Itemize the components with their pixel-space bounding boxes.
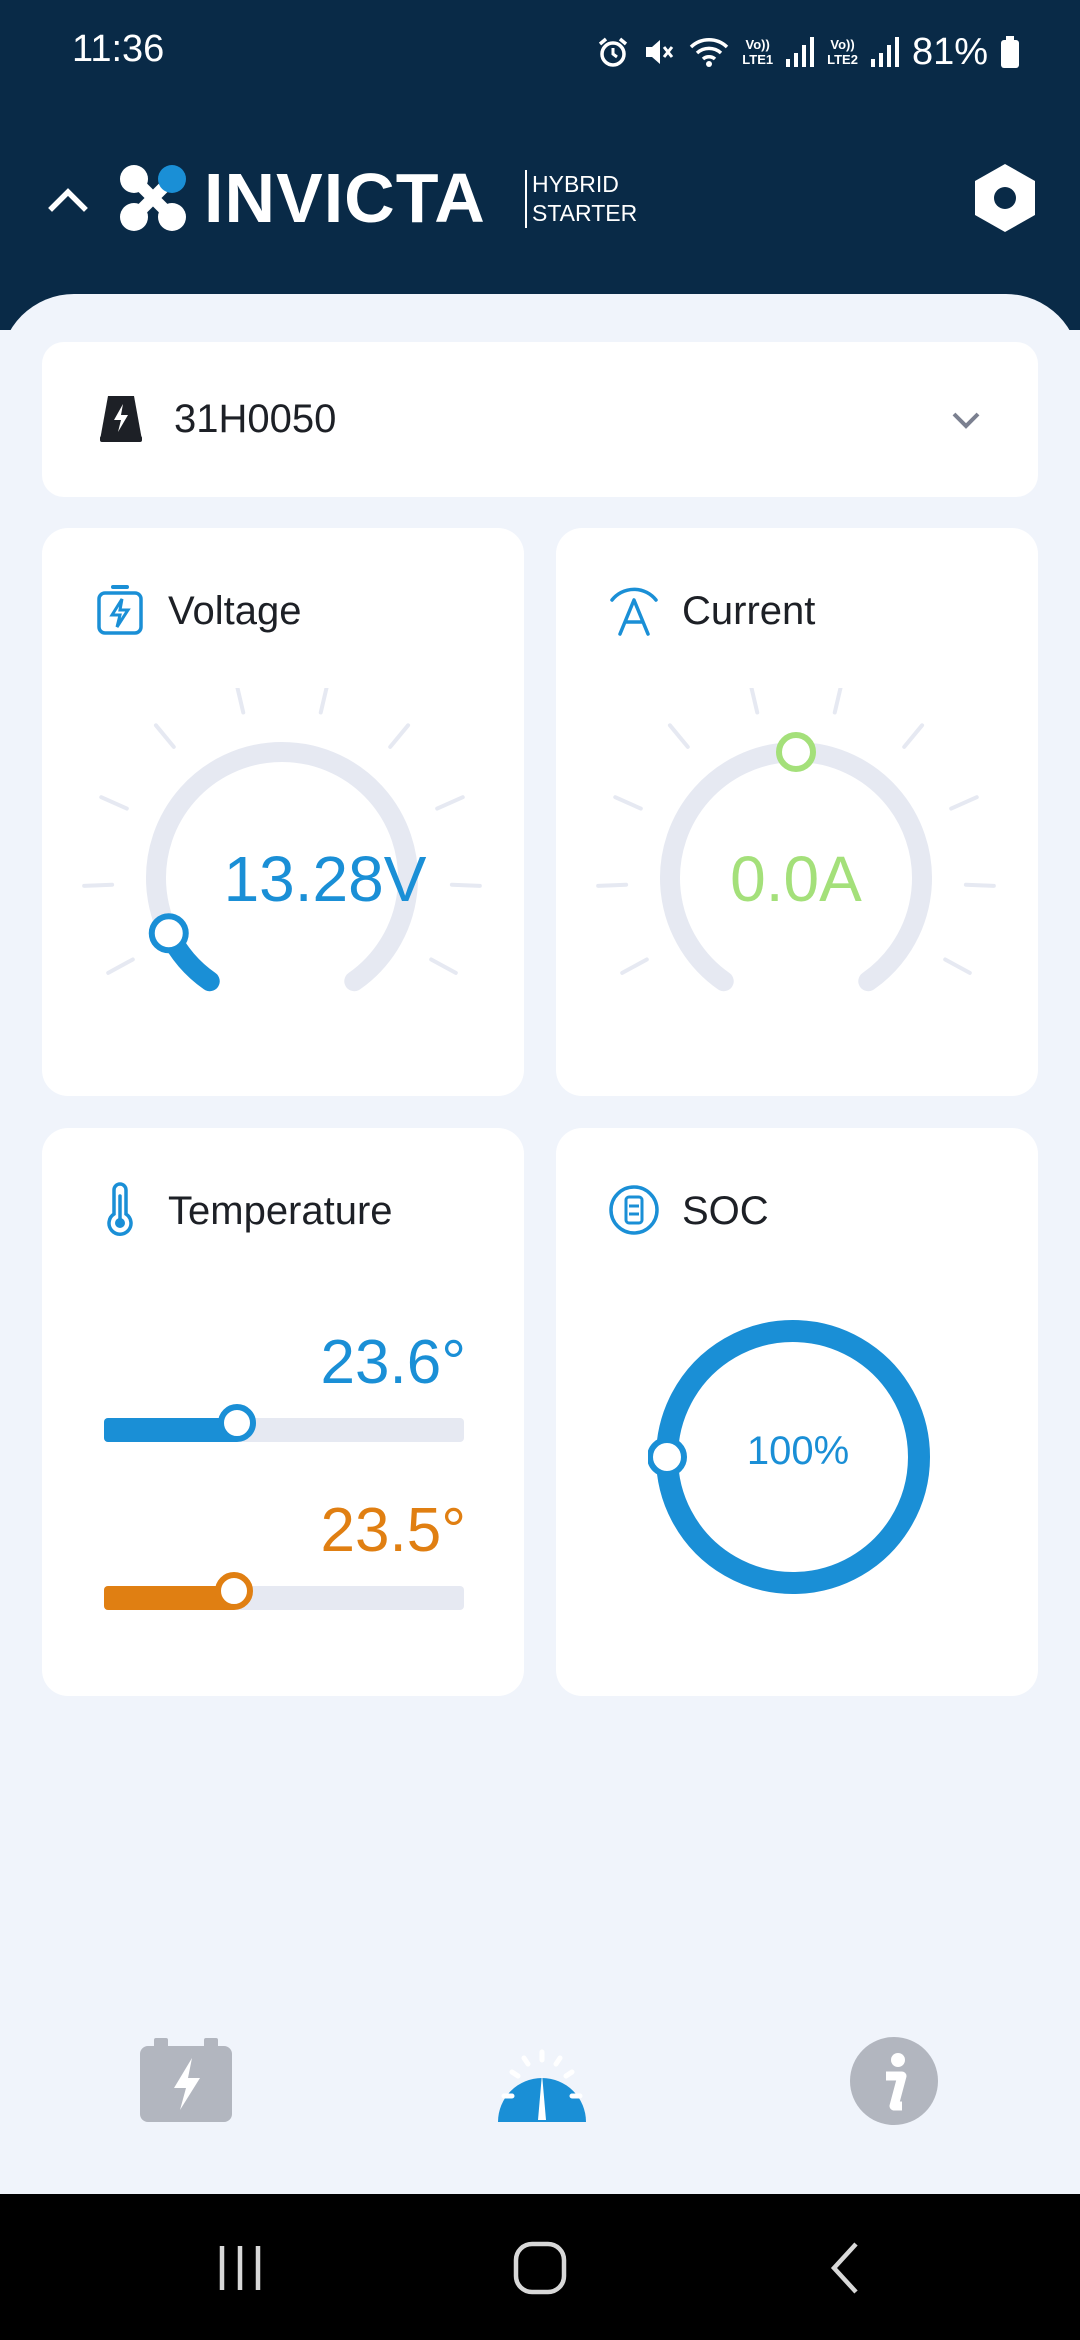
voltage-title: Voltage xyxy=(168,589,302,633)
gauge-tick xyxy=(435,795,465,811)
voltage-value: 13.28V xyxy=(224,843,427,915)
soc-card: SOC 100% xyxy=(556,1128,1038,1696)
temperature-1-bar xyxy=(104,1404,464,1442)
gauge-tick xyxy=(667,723,690,749)
temperature-2-bar xyxy=(104,1572,464,1610)
gauge-tick xyxy=(749,688,760,715)
brand-divider xyxy=(525,170,527,228)
info-tab-icon[interactable] xyxy=(846,2036,942,2126)
gauge-tick xyxy=(429,957,458,975)
soc-fill xyxy=(656,1320,930,1595)
chevron-down-icon[interactable] xyxy=(948,402,984,438)
battery-percent: 81% xyxy=(911,30,988,73)
gauge-tick xyxy=(388,723,411,749)
voltage-gauge: 13.28V xyxy=(82,688,482,992)
gauge-tick xyxy=(99,795,129,811)
app-header: 11:36 Vo)) LTE1 Vo)) LTE2 xyxy=(0,0,1080,330)
battery-tab-icon[interactable] xyxy=(138,2036,234,2126)
gauge-tick xyxy=(318,688,329,715)
voltage-card: Voltage 13.28V xyxy=(42,528,524,1096)
gauge-ticks xyxy=(596,688,996,975)
gauge-tick xyxy=(153,723,176,749)
device-name: 31H0050 xyxy=(174,397,337,441)
temperature-2-value: 23.5° xyxy=(320,1496,466,1565)
wifi-icon xyxy=(690,38,729,67)
gauge-ticks xyxy=(82,688,482,975)
gauge-knob xyxy=(148,913,189,954)
gauge-track xyxy=(146,742,418,992)
home-icon[interactable] xyxy=(510,2240,570,2296)
battery-icon xyxy=(1001,36,1019,68)
signal-icon-2 xyxy=(870,37,899,67)
lte1-indicator: Vo)) LTE1 xyxy=(742,37,774,67)
temperature-1-fill xyxy=(104,1418,238,1442)
soc-knob xyxy=(648,1437,687,1477)
temperature-1-knob xyxy=(218,1404,257,1442)
alarm-icon xyxy=(599,37,628,67)
brand-subtitle: HYBRID STARTER xyxy=(532,171,638,226)
temperature-1-value: 23.6° xyxy=(320,1328,466,1397)
status-icons: Vo)) LTE1 Vo)) LTE2 81% xyxy=(596,24,1020,80)
gauge-tick xyxy=(902,723,925,749)
thermometer-icon xyxy=(107,1182,133,1236)
gauge-tick xyxy=(949,795,979,811)
chevron-up-icon[interactable] xyxy=(46,178,90,222)
temperature-2-knob xyxy=(214,1572,253,1610)
lte2-indicator: Vo)) LTE2 xyxy=(827,37,858,67)
current-value: 0.0A xyxy=(730,843,862,915)
current-icon xyxy=(610,587,658,636)
gauge-tick xyxy=(613,795,643,811)
temperature-title: Temperature xyxy=(168,1189,393,1233)
gauge-tick xyxy=(620,957,649,975)
gauge-tick xyxy=(963,882,996,888)
gauge-tick xyxy=(82,882,115,888)
current-title: Current xyxy=(682,589,816,633)
invicta-logo xyxy=(120,165,186,231)
soc-icon xyxy=(609,1185,659,1235)
recent-apps-icon[interactable] xyxy=(210,2240,270,2296)
voltage-icon xyxy=(97,585,143,635)
soc-title: SOC xyxy=(682,1189,769,1233)
gauge-tick xyxy=(596,882,629,888)
brand-name: INVICTA xyxy=(204,159,486,237)
gauge-knob xyxy=(776,732,816,772)
device-selector[interactable]: 31H0050 xyxy=(42,342,1038,497)
gauge-tick xyxy=(106,957,135,975)
status-time: 11:36 xyxy=(72,28,165,70)
gauge-tick xyxy=(449,882,482,888)
battery-charge-icon xyxy=(100,396,142,442)
temperature-2-fill xyxy=(104,1586,234,1610)
system-nav-bar xyxy=(0,2194,1080,2340)
gauge-tick xyxy=(943,957,972,975)
back-icon[interactable] xyxy=(816,2240,876,2296)
gauge-tab-icon[interactable] xyxy=(494,2036,590,2126)
mute-icon xyxy=(646,40,674,64)
gauge-tick xyxy=(832,688,843,715)
soc-ring xyxy=(648,1320,930,1595)
current-card: Current 0.0A xyxy=(556,528,1038,1096)
current-gauge: 0.0A xyxy=(596,688,996,992)
signal-icon xyxy=(786,37,815,67)
settings-icon[interactable] xyxy=(972,162,1038,234)
temperature-card: Temperature 23.6° 23.5° xyxy=(42,1128,524,1696)
soc-value: 100% xyxy=(746,1429,850,1473)
gauge-tick xyxy=(235,688,246,715)
